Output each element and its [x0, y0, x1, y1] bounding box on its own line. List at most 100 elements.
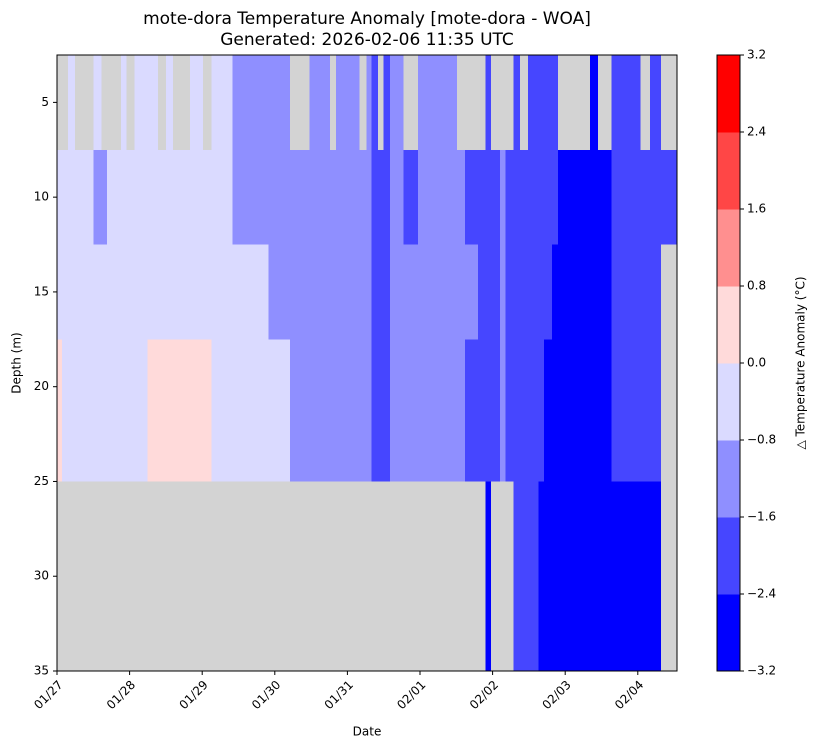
heatmap-cell [589, 55, 599, 151]
heatmap-cell [202, 55, 213, 151]
heatmap-cell [528, 55, 559, 151]
heatmap-cell [544, 339, 613, 482]
x-tick-label: 02/01 [394, 678, 428, 712]
heatmap-cell [505, 149, 559, 245]
heatmap-cell [485, 481, 492, 672]
heatmap-cell [499, 149, 507, 245]
colorbar-swatch [717, 594, 740, 672]
y-tick-label: 20 [34, 379, 49, 393]
heatmap-cell [491, 481, 515, 672]
heatmap-cell [520, 55, 529, 151]
y-tick-label: 15 [34, 284, 49, 298]
heatmap-cell [371, 244, 391, 340]
heatmap-cell [611, 55, 642, 151]
heatmap-cell [611, 339, 662, 482]
colorbar-tick-label: −2.4 [747, 587, 776, 601]
x-tick-label: 01/31 [322, 678, 356, 712]
heatmap-cell [329, 55, 337, 151]
heatmap-cell [417, 149, 466, 245]
heatmap-cell [268, 244, 372, 340]
heatmap-cell [403, 149, 419, 245]
heatmap-cell [173, 55, 191, 151]
heatmap-cell [465, 339, 501, 482]
heatmap-cell [611, 244, 662, 340]
heatmap-cell [478, 244, 501, 340]
heatmap-cell [366, 55, 372, 151]
heatmap-cell [371, 149, 391, 245]
heatmap-cell [417, 55, 458, 151]
heatmap-cell [57, 244, 269, 340]
heatmap-cell [232, 149, 372, 245]
colorbar-tick-label: −1.6 [747, 510, 776, 524]
heatmap-cell [211, 339, 291, 482]
y-tick-label: 25 [34, 474, 49, 488]
heatmap-cell [513, 481, 539, 672]
heatmap-cell [377, 55, 385, 151]
y-tick-label: 30 [34, 569, 49, 583]
heatmap-cell [390, 149, 404, 245]
heatmap-cell [211, 55, 234, 151]
heatmap-cell [290, 339, 372, 482]
colorbar-swatch [717, 132, 740, 210]
heatmap-cell [505, 339, 545, 482]
heatmap-cell [107, 149, 234, 245]
heatmap-cell [134, 55, 159, 151]
colorbar-swatch [717, 286, 740, 364]
heatmap-cell [290, 55, 311, 151]
heatmap-cell [661, 55, 678, 151]
heatmap-cell [67, 55, 76, 151]
x-tick-label: 02/03 [539, 678, 573, 712]
heatmap-cell [491, 55, 515, 151]
x-tick-label: 01/28 [104, 678, 138, 712]
heatmap-cell [661, 339, 678, 482]
heatmap-cell [513, 55, 521, 151]
heatmap-cell [371, 339, 391, 482]
heatmap-cell [640, 55, 651, 151]
heatmap-cell [390, 55, 404, 151]
heatmap-cell [661, 244, 678, 340]
heatmap-cell [93, 149, 108, 245]
heatmap-cell [390, 244, 479, 340]
colorbar-tick-label: −3.2 [747, 664, 776, 678]
heatmap-cell [75, 55, 94, 151]
colorbar-tick-label: 1.6 [747, 202, 766, 216]
colorbar-swatch [717, 209, 740, 287]
heatmap-cell [165, 55, 174, 151]
heatmap-cell [505, 244, 553, 340]
heatmap-cell [189, 55, 204, 151]
colorbar-swatch [717, 440, 740, 518]
heatmap-cell [157, 55, 167, 151]
x-tick-label: 01/29 [176, 678, 210, 712]
y-axis-label: Depth (m) [10, 332, 24, 393]
x-axis-label: Date [353, 725, 382, 739]
colorbar-swatch [717, 363, 740, 441]
heatmap-cell [557, 55, 591, 151]
heatmap-cell [485, 55, 492, 151]
heatmap-cell [499, 339, 507, 482]
y-tick-label: 35 [34, 664, 49, 678]
heatmap-cell [147, 339, 213, 482]
x-tick-label: 01/30 [249, 678, 283, 712]
heatmap-cell [390, 339, 466, 482]
colorbar-label: △ Temperature Anomaly (°C) [794, 276, 808, 449]
heatmap-cell [650, 55, 662, 151]
heatmap-cell [57, 149, 94, 245]
heatmap-cell [335, 55, 361, 151]
heatmap-cell [57, 339, 63, 482]
heatmap-cell [499, 244, 507, 340]
heatmap-cell [538, 481, 662, 672]
y-tick-label: 10 [34, 190, 49, 204]
heatmap-cell [661, 481, 678, 672]
colorbar-tick-label: −0.8 [747, 433, 776, 447]
heatmap-cell [309, 55, 331, 151]
heatmap-cell [403, 55, 419, 151]
heatmap-cell [457, 55, 486, 151]
heatmap-cell [232, 55, 291, 151]
heatmap-cell [62, 339, 149, 482]
heatmap-cell [552, 244, 613, 340]
chart-subtitle: Generated: 2026-02-06 11:35 UTC [220, 30, 514, 50]
heatmap-cell [371, 55, 379, 151]
x-tick-label: 02/04 [612, 678, 646, 712]
heatmap-cell [465, 149, 501, 245]
heatmap-cell [101, 55, 122, 151]
